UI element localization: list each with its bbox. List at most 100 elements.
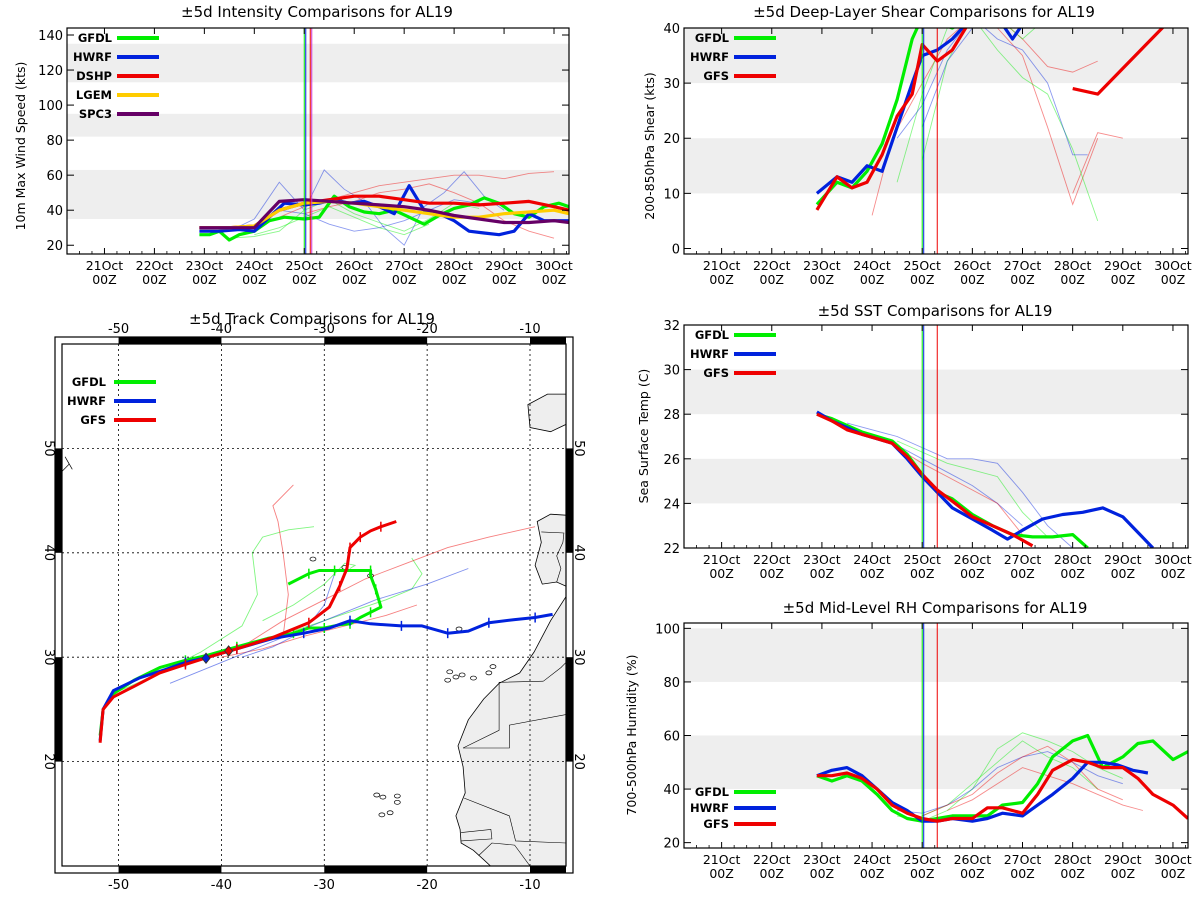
sst-xtick-label: 00Z (860, 566, 884, 581)
sst-ytick-label: 28 (663, 408, 680, 423)
shear-title: ±5d Deep-Layer Shear Comparisons for AL1… (753, 3, 1095, 21)
ireland-landmass (527, 393, 566, 433)
intensity-band (67, 113, 569, 137)
intensity-xtick-label: 22Oct (136, 258, 174, 273)
intensity-xtick-label: 25Oct (285, 258, 323, 273)
rh-xtick-label: 28Oct (1054, 852, 1092, 867)
intensity-xtick-label: 24Oct (236, 258, 274, 273)
border-line (543, 662, 566, 682)
track-marker (201, 652, 211, 665)
track-xtick-label: -10 (519, 878, 540, 893)
sst-ylabel: Sea Surface Temp (C) (636, 369, 651, 504)
panel-intensity: ±5d Intensity Comparisons for AL19 10m M… (13, 3, 453, 230)
rh-ytick-label: 100 (655, 622, 680, 637)
track-frame-inner (61, 343, 567, 867)
track-ytick-label: 20 (571, 753, 586, 770)
sst-xtick-label: 00Z (1010, 566, 1034, 581)
sst-ytick-label: 22 (663, 542, 680, 557)
sst-xtick-label: 27Oct (1004, 552, 1042, 567)
shear-thin-line (921, 28, 974, 128)
track-xtick-label: -10 (519, 322, 540, 337)
shear-series-group (815, 28, 1165, 222)
border-line (478, 842, 531, 866)
rh-legend-label: GFDL (695, 785, 730, 799)
track-ytick-label: 30 (571, 649, 586, 666)
island-outline (379, 794, 387, 800)
island-outline (470, 675, 477, 681)
sst-title: ±5d SST Comparisons for AL19 (818, 302, 1053, 320)
island-outline (309, 556, 317, 562)
sst-legend-label: HWRF (690, 347, 729, 361)
rh-xtick-label: 00Z (1111, 866, 1135, 881)
rh-band (684, 628, 1188, 682)
intensity-xtick-label: 00Z (142, 272, 166, 287)
panel-sst: ±5d SST Comparisons for AL19 Sea Surface… (636, 302, 1052, 503)
intensity-thin-line (254, 206, 430, 236)
intensity-ytick-label: 140 (38, 29, 63, 44)
track-frame-checker (530, 866, 566, 873)
shear-xtick-label: 22Oct (753, 258, 791, 273)
panel-rh: ±5d Mid-Level RH Comparisons for AL19 70… (624, 599, 1087, 816)
rh-series-group (816, 732, 1188, 823)
shear-xtick-label: 25Oct (903, 258, 941, 273)
intensity-legend-label: SPC3 (79, 107, 112, 121)
shear-frame (683, 27, 1189, 255)
intensity-legend-label: GFDL (78, 31, 113, 45)
shear-xtick-label: 00Z (709, 272, 733, 287)
rh-xtick-label: 29Oct (1104, 852, 1142, 867)
shear-thin-line (896, 28, 1099, 222)
intensity-title: ±5d Intensity Comparisons for AL19 (181, 3, 453, 21)
shear-xtick-label: 00Z (960, 272, 984, 287)
sst-xtick-label: 00Z (1060, 566, 1084, 581)
shear-ytick-label: 40 (663, 22, 680, 37)
intensity-xtick-label: 27Oct (385, 258, 423, 273)
track-frame-checker (530, 337, 566, 344)
track-frame-outer (54, 336, 574, 874)
shear-ytick-label: 30 (663, 77, 680, 92)
rh-plot: 2040608010021Oct00Z22Oct00Z23Oct00Z24Oct… (655, 622, 1192, 881)
track-frame-checker (566, 657, 573, 762)
shear-legend-label: HWRF (690, 50, 729, 64)
intensity-xtick-label: 30Oct (535, 258, 573, 273)
sst-legend-label: GFS (703, 366, 729, 380)
rh-xtick-label: 00Z (810, 866, 834, 881)
rh-thin-line (897, 751, 1123, 814)
track-frame-checker (55, 657, 62, 762)
sst-xtick-label: 26Oct (954, 552, 992, 567)
africa-landmass (455, 595, 566, 866)
iberia-landmass (534, 513, 566, 587)
shear-series-gfs (815, 28, 968, 211)
rh-ytick-label: 20 (663, 837, 680, 852)
intensity-xtick-label: 00Z (392, 272, 416, 287)
shear-plot: 01020304021Oct00Z22Oct00Z23Oct00Z24Oct00… (663, 22, 1191, 287)
sst-ytick-label: 32 (663, 319, 680, 334)
shear-ytick-label: 10 (663, 187, 680, 202)
rh-thin-line (922, 745, 1123, 817)
rh-xtick-label: 00Z (760, 866, 784, 881)
island-outline (489, 664, 497, 669)
intensity-series-lgem (199, 199, 569, 230)
sst-band (684, 369, 1188, 415)
island-outline (458, 672, 466, 678)
island-outline (373, 792, 381, 798)
track-marker (223, 645, 234, 657)
track-thin-line (169, 568, 469, 684)
shear-xtick-label: 23Oct (803, 258, 841, 273)
shear-ytick-label: 0 (672, 242, 680, 257)
intensity-xtick-label: 00Z (342, 272, 366, 287)
sst-xtick-label: 00Z (960, 566, 984, 581)
shear-xtick-label: 29Oct (1104, 258, 1142, 273)
sst-series-group (816, 410, 1155, 548)
sst-xtick-label: 00Z (1161, 566, 1185, 581)
sst-series-gfs (816, 412, 1034, 548)
rh-series-gfdl (816, 733, 1188, 823)
track-frame-checker (118, 866, 222, 873)
intensity-xtick-label: 26Oct (335, 258, 373, 273)
shear-legend-label: GFS (703, 69, 729, 83)
rh-xtick-label: 00Z (1161, 866, 1185, 881)
intensity-legend-label: LGEM (76, 88, 112, 102)
track-map: -50 -50 -40 -40 -30 -30 -20 -20 -10 -10 20 20 30 30 40… (41, 322, 586, 893)
sst-xtick-label: 23Oct (803, 552, 841, 567)
rh-title: ±5d Mid-Level RH Comparisons for AL19 (783, 599, 1088, 617)
